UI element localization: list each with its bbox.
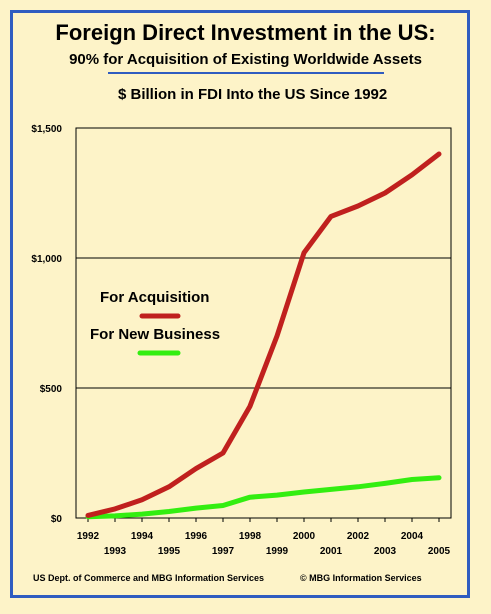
y-tick-label: $0 — [51, 514, 63, 525]
x-tick-label: 1994 — [131, 531, 154, 542]
copyright-note: © MBG Information Services — [300, 573, 422, 583]
y-tick-label: $1,500 — [31, 124, 62, 135]
x-axis-ticks: 1992 1993 1994 1995 1996 1997 1998 1999 2000 2001… — [77, 518, 451, 557]
page-title: Foreign Direct Investment in the US: — [55, 20, 436, 45]
x-tick-label: 2005 — [428, 546, 451, 557]
x-tick-label: 1992 — [77, 531, 100, 542]
x-tick-label: 1998 — [239, 531, 262, 542]
y-tick-label: $500 — [40, 384, 63, 395]
chart-title: $ Billion in FDI Into the US Since 1992 — [118, 86, 388, 103]
series-layer — [85, 151, 442, 520]
x-tick-label: 1997 — [212, 546, 235, 557]
x-tick-label: 1996 — [185, 531, 208, 542]
x-tick-label: 2003 — [374, 546, 397, 557]
subtitle-underline — [108, 72, 384, 74]
x-tick-label: 2001 — [320, 546, 343, 557]
series-line-acquisition — [85, 151, 442, 518]
x-tick-label: 2002 — [347, 531, 370, 542]
x-tick-label: 2000 — [293, 531, 316, 542]
x-tick-label: 1999 — [266, 546, 289, 557]
legend: For Acquisition For New Business — [90, 289, 220, 356]
legend-label: For New Business — [90, 326, 220, 343]
page-subtitle: 90% for Acquisition of Existing Worldwid… — [69, 51, 422, 68]
x-tick-label: 1995 — [158, 546, 181, 557]
x-tick-label: 1993 — [104, 546, 127, 557]
y-axis-ticks: $0 $500 $1,000 $1,500 — [31, 124, 62, 525]
y-tick-label: $1,000 — [31, 254, 62, 265]
grid-layer — [76, 257, 451, 389]
series-line-new-business — [85, 475, 442, 520]
x-tick-label: 2004 — [401, 531, 424, 542]
plot-area — [75, 127, 452, 519]
legend-label: For Acquisition — [100, 289, 209, 306]
source-note: US Dept. of Commerce and MBG Information… — [33, 573, 265, 583]
